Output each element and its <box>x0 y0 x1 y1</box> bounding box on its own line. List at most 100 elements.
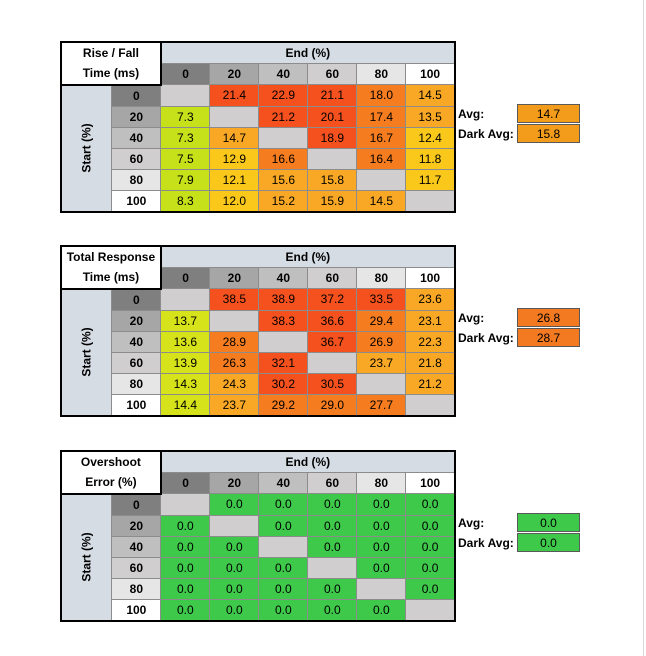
col-header: 40 <box>258 267 309 289</box>
diagonal-cell <box>307 351 358 374</box>
col-header: 60 <box>307 472 358 494</box>
diagonal-cell <box>258 126 309 149</box>
table-title-line2: Time (ms) <box>82 270 140 285</box>
value-cell: 32.1 <box>258 351 309 374</box>
diagonal-cell <box>405 393 456 417</box>
col-header: 40 <box>258 63 309 85</box>
diagonal-cell <box>160 493 211 516</box>
start-axis-title: Start (%) <box>60 84 113 213</box>
value-cell: 36.6 <box>307 309 358 332</box>
start-axis-label: Start (%) <box>79 327 94 377</box>
value-cell: 16.4 <box>356 147 407 170</box>
value-cell: 12.4 <box>405 126 456 149</box>
row-header: 100 <box>111 393 162 417</box>
value-cell: 0.0 <box>307 598 358 622</box>
value-cell: 21.2 <box>258 105 309 128</box>
value-cell: 0.0 <box>356 514 407 537</box>
value-cell: 29.0 <box>307 393 358 417</box>
dark-avg-value: 0.0 <box>517 533 580 552</box>
dark-avg-value: 15.8 <box>517 124 580 143</box>
row-header: 100 <box>111 189 162 213</box>
row-header: 20 <box>111 514 162 537</box>
value-cell: 16.6 <box>258 147 309 170</box>
value-cell: 27.7 <box>356 393 407 417</box>
value-cell: 0.0 <box>307 493 358 516</box>
row-header: 0 <box>111 84 162 107</box>
value-cell: 0.0 <box>405 556 456 579</box>
diagonal-cell <box>307 147 358 170</box>
value-cell: 23.1 <box>405 309 456 332</box>
value-cell: 14.3 <box>160 372 211 395</box>
col-header: 80 <box>356 63 407 85</box>
row-header: 0 <box>111 288 162 311</box>
value-cell: 8.3 <box>160 189 211 213</box>
value-cell: 0.0 <box>258 598 309 622</box>
value-cell: 24.3 <box>209 372 260 395</box>
value-cell: 20.1 <box>307 105 358 128</box>
avg-value: 14.7 <box>517 104 580 123</box>
value-cell: 18.9 <box>307 126 358 149</box>
table-title-line1: Rise / Fall <box>82 46 139 61</box>
value-cell: 7.3 <box>160 126 211 149</box>
start-axis-title: Start (%) <box>60 288 113 417</box>
row-header: 40 <box>111 535 162 558</box>
value-cell: 15.9 <box>307 189 358 213</box>
value-cell: 0.0 <box>356 598 407 622</box>
value-cell: 14.5 <box>356 189 407 213</box>
value-cell: 0.0 <box>160 514 211 537</box>
start-axis-label: Start (%) <box>79 123 94 173</box>
diagonal-cell <box>356 168 407 191</box>
value-cell: 15.2 <box>258 189 309 213</box>
value-cell: 0.0 <box>209 577 260 600</box>
diagonal-cell <box>405 598 456 622</box>
value-cell: 13.9 <box>160 351 211 374</box>
value-cell: 0.0 <box>258 514 309 537</box>
value-cell: 21.4 <box>209 84 260 107</box>
diagonal-cell <box>209 309 260 332</box>
row-header: 40 <box>111 126 162 149</box>
value-cell: 29.2 <box>258 393 309 417</box>
total-response-table: Total Response Time (ms) End (%) 0 20 40 60 80 1… <box>60 245 456 417</box>
value-cell: 14.5 <box>405 84 456 107</box>
dark-avg-label: Dark Avg: <box>458 536 514 550</box>
value-cell: 14.7 <box>209 126 260 149</box>
value-cell: 15.8 <box>307 168 358 191</box>
table-title-line2: Error (%) <box>85 475 137 490</box>
end-axis-title: End (%) <box>160 245 456 268</box>
value-cell: 0.0 <box>307 577 358 600</box>
diagonal-cell <box>209 105 260 128</box>
value-cell: 0.0 <box>405 493 456 516</box>
diagonal-cell <box>356 577 407 600</box>
overshoot-error-table: Overshoot Error (%) End (%) 0 20 40 60 80 100 Sta… <box>60 450 456 622</box>
col-header: 0 <box>160 63 211 85</box>
start-axis-title: Start (%) <box>60 493 113 622</box>
avg-label: Avg: <box>458 311 485 325</box>
value-cell: 23.7 <box>209 393 260 417</box>
diagonal-cell <box>405 189 456 213</box>
col-header: 80 <box>356 267 407 289</box>
row-header: 60 <box>111 351 162 374</box>
value-cell: 23.6 <box>405 288 456 311</box>
table-title: Rise / Fall Time (ms) <box>60 41 162 86</box>
table-title-line1: Total Response <box>66 250 156 265</box>
value-cell: 17.4 <box>356 105 407 128</box>
value-cell: 30.2 <box>258 372 309 395</box>
value-cell: 7.9 <box>160 168 211 191</box>
value-cell: 0.0 <box>160 577 211 600</box>
end-axis-title: End (%) <box>160 41 456 64</box>
value-cell: 7.3 <box>160 105 211 128</box>
row-header: 60 <box>111 556 162 579</box>
diagonal-cell <box>160 84 211 107</box>
diagonal-cell <box>258 330 309 353</box>
col-header: 20 <box>209 472 260 494</box>
row-header: 20 <box>111 105 162 128</box>
value-cell: 0.0 <box>258 556 309 579</box>
row-header: 60 <box>111 147 162 170</box>
table-title-line2: Time (ms) <box>82 66 140 81</box>
value-cell: 12.1 <box>209 168 260 191</box>
col-header: 60 <box>307 267 358 289</box>
diagonal-cell <box>209 514 260 537</box>
value-cell: 38.3 <box>258 309 309 332</box>
value-cell: 11.7 <box>405 168 456 191</box>
